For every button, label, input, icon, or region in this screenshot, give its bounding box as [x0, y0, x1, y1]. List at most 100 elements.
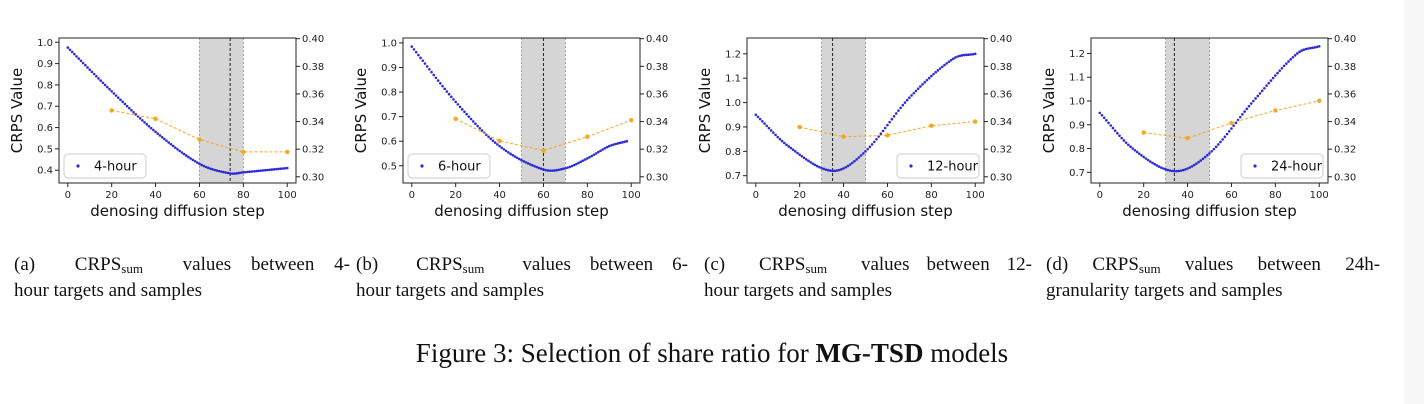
y-tick-label: 0.8 [381, 88, 397, 99]
blue-series-point [178, 149, 181, 153]
metric-subscript: sum [805, 261, 828, 276]
blue-series-point [1133, 148, 1137, 152]
blue-series-point [165, 139, 168, 143]
orange-series-point [453, 116, 458, 121]
subcaption-b: (b) CRPSsum values between 6- hour targe… [356, 252, 688, 304]
blue-series-point [846, 164, 850, 168]
blue-series-point [546, 169, 550, 172]
blue-series-point [1131, 147, 1134, 150]
x-axis-label: denosing diffusion step [778, 202, 953, 220]
blue-series-point [112, 92, 116, 95]
y-tick-label: 1.1 [725, 74, 741, 85]
blue-series-point [452, 98, 455, 101]
blue-series-point [515, 156, 519, 160]
legend-label: 12-hour [927, 160, 979, 175]
metric-name: CRPS [1092, 254, 1139, 275]
x-tick-label: 0 [65, 190, 71, 201]
blue-series-point [599, 149, 602, 153]
blue-series-point [542, 168, 545, 171]
x-tick-label: 100 [278, 190, 297, 201]
blue-series-point [925, 78, 929, 82]
orange-series-point [797, 124, 802, 130]
blue-series-point [1234, 121, 1238, 125]
blue-series-point [1175, 169, 1178, 173]
blue-series-point [774, 133, 777, 137]
blue-series-point [780, 139, 784, 143]
blue-series-point [1109, 124, 1113, 127]
y-tick-label: 0.9 [37, 59, 53, 70]
y2-tick-label: 0.36 [302, 89, 324, 100]
blue-series-point [274, 167, 278, 171]
selection-band [199, 37, 244, 184]
blue-series-point [570, 164, 574, 168]
blue-series-point [184, 154, 188, 157]
figure-caption-suffix: models [923, 338, 1009, 368]
blue-series-point [1140, 153, 1143, 157]
blue-series-point [883, 126, 887, 130]
y2-tick-label: 0.36 [646, 89, 668, 100]
blue-series-point [1188, 166, 1192, 169]
x-tick-label: 40 [493, 190, 506, 201]
blue-series-point [522, 160, 525, 163]
blue-series-point [496, 143, 499, 146]
x-tick-label: 40 [1181, 190, 1194, 201]
y2-tick-label: 0.40 [302, 34, 324, 45]
blue-series-point [787, 145, 790, 148]
blue-series-point [919, 85, 922, 88]
legend-marker [909, 164, 913, 168]
blue-series-point [555, 168, 558, 172]
blue-series-point [266, 168, 269, 172]
blue-series-point [833, 169, 837, 173]
blue-series-point [605, 145, 609, 149]
blue-series-point [897, 109, 900, 112]
blue-series-point [73, 52, 76, 56]
blue-series-point [215, 169, 219, 172]
blue-series-point [84, 63, 87, 67]
blue-series-point [886, 123, 889, 127]
blue-series-point [965, 53, 968, 57]
blue-series-point [566, 166, 569, 169]
y2-tick-label: 0.36 [990, 89, 1012, 100]
orange-series-point [1141, 130, 1146, 135]
blue-series-point [1201, 157, 1205, 161]
plot-frame [1090, 37, 1329, 184]
subcaption-label: (d) [1046, 254, 1069, 275]
orange-series-line [455, 118, 632, 152]
blue-series-point [930, 74, 933, 78]
blue-series-point [511, 153, 515, 157]
legend-box [896, 153, 980, 179]
blue-series-point [967, 53, 970, 56]
blue-series-point [1269, 79, 1273, 82]
blue-series-point [489, 137, 493, 141]
blue-series-point [824, 168, 828, 171]
legend-label: 4-hour [94, 160, 137, 175]
blue-series-point [202, 164, 206, 168]
blue-series-point [478, 126, 482, 130]
figure-caption: Figure 3: Selection of share ratio for M… [0, 338, 1424, 369]
blue-series-point [1243, 110, 1246, 113]
y-tick-label: 0.8 [1069, 144, 1085, 155]
x-tick-label: 0 [1097, 190, 1103, 201]
blue-series-point [447, 92, 451, 96]
blue-series-point [77, 57, 81, 60]
blue-series-point [167, 141, 171, 144]
blue-series-point [1116, 131, 1119, 135]
blue-series-point [1291, 55, 1295, 59]
blue-series-point [1107, 121, 1110, 125]
blue-series-point [754, 113, 758, 117]
blue-series-point [441, 84, 444, 88]
subplot-24-hour: 0 20 40 60 80 100 0.7 0.8 0.9 1.0 1.1 1.2 0.30 0.32 0.… [1036, 28, 1376, 226]
blue-series-point [772, 131, 775, 134]
blue-series-point [454, 100, 457, 104]
page-edge [1404, 0, 1424, 404]
subplot-12-hour: 0 20 40 60 80 100 0.7 0.8 0.9 1.0 1.1 1.2 0.30 0.32 0.… [692, 28, 1032, 226]
blue-series-point [469, 117, 473, 121]
blue-series-point [785, 143, 788, 147]
blue-series-point [1311, 46, 1314, 50]
blue-series-point [783, 141, 786, 145]
y-axis-label: CRPS Value [352, 68, 370, 153]
blue-series-point [1230, 127, 1233, 130]
blue-series-point [1274, 74, 1277, 77]
blue-series-point [809, 160, 812, 164]
blue-series-point [941, 65, 944, 69]
